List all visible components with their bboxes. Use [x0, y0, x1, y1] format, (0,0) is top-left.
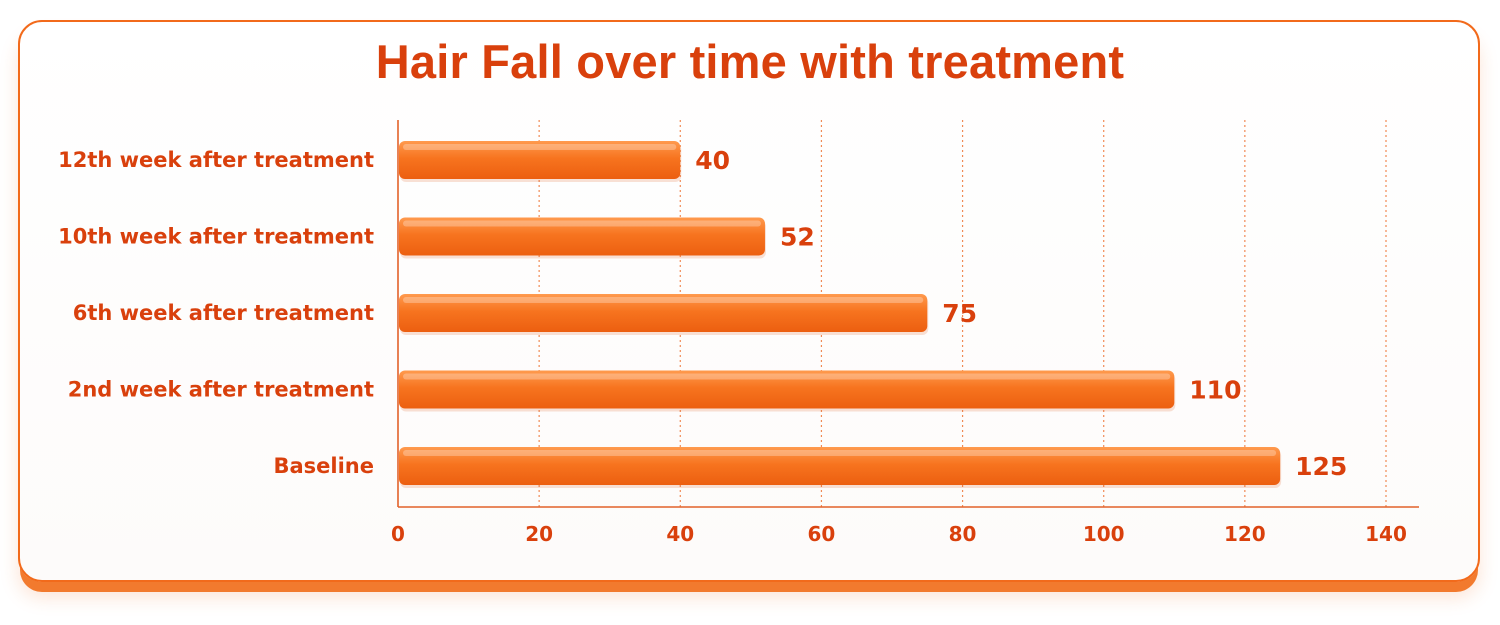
data-label: 40 [695, 146, 730, 175]
axes [397, 120, 1419, 508]
x-tick-label: 60 [808, 522, 836, 546]
category-label: Baseline [273, 454, 374, 478]
x-tick-label: 100 [1083, 522, 1125, 546]
x-tick-label: 20 [525, 522, 553, 546]
bar [399, 217, 765, 256]
bar-highlight [403, 220, 761, 227]
x-tick-label: 120 [1224, 522, 1266, 546]
bar [399, 447, 1281, 485]
category-label: 6th week after treatment [73, 301, 374, 325]
data-label: 110 [1189, 376, 1241, 405]
category-label: 12th week after treatment [58, 148, 374, 172]
data-label: 125 [1295, 452, 1347, 481]
chart-title: Hair Fall over time with treatment [375, 35, 1125, 88]
x-tick-label: 40 [666, 522, 694, 546]
x-tick-label: 140 [1365, 522, 1407, 546]
data-label: 75 [942, 299, 977, 328]
data-label: 52 [780, 223, 815, 252]
x-tick-label: 80 [949, 522, 977, 546]
bar-highlight [403, 450, 1277, 456]
bar [399, 294, 928, 332]
bar-highlight [403, 144, 677, 150]
bar-highlight [403, 297, 924, 303]
x-tick-label: 0 [391, 522, 405, 546]
category-label: 10th week after treatment [58, 225, 374, 249]
category-label: 2nd week after treatment [68, 378, 374, 402]
bars [399, 141, 1282, 488]
bar [399, 370, 1175, 409]
labels: 0 20 40 60 80 100 120 140 12th week after treatm… [58, 146, 1407, 546]
bar [399, 141, 681, 179]
bar-highlight [403, 373, 1171, 380]
